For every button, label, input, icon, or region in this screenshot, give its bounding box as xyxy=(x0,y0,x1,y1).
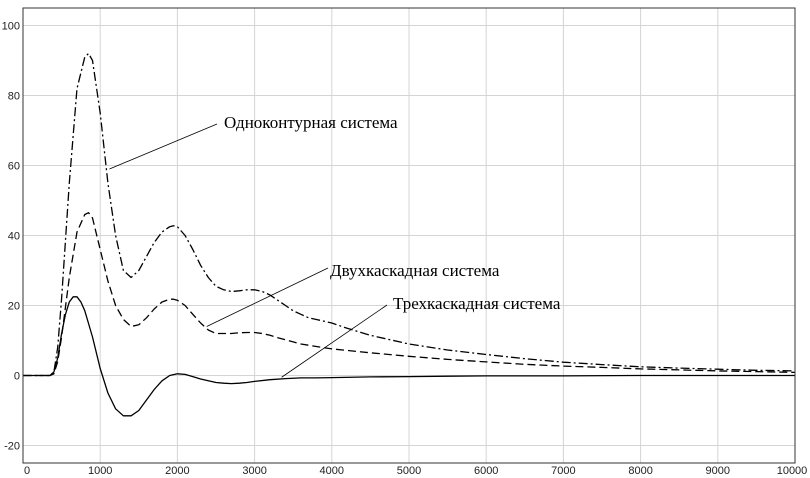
x-tick-label: 5000 xyxy=(397,465,421,477)
x-tick-label: 9000 xyxy=(706,465,730,477)
series-line-2 xyxy=(23,212,796,377)
annotation-label: Трехкаскадная система xyxy=(393,294,561,313)
grid-lines xyxy=(23,8,795,463)
annotation-leader-line xyxy=(281,304,388,378)
y-tick-label: 20 xyxy=(8,301,20,313)
plot-frame xyxy=(22,7,796,464)
y-tick-label: 60 xyxy=(8,161,20,173)
y-tick-label: -20 xyxy=(4,441,20,453)
series-lines xyxy=(23,52,796,417)
tick-labels: 0 1000 2000 3000 4000 5000 6000 7000 8000 9000 100… xyxy=(2,21,808,478)
annotation-leader-line xyxy=(109,123,218,170)
x-tick-label: 8000 xyxy=(628,465,652,477)
x-tick-label: 6000 xyxy=(474,465,498,477)
x-tick-label: 7000 xyxy=(551,465,575,477)
x-tick-label: 1000 xyxy=(88,465,112,477)
x-tick-label: 0 xyxy=(24,465,30,477)
x-tick-label: 3000 xyxy=(242,465,266,477)
series-line-1 xyxy=(23,52,796,377)
x-tick-label: 10000 xyxy=(777,465,808,477)
annotation-label: Двухкаскадная система xyxy=(330,261,500,280)
annotation-label: Одноконтурная система xyxy=(224,113,398,132)
x-tick-label: 2000 xyxy=(165,465,189,477)
y-tick-label: 100 xyxy=(2,21,20,33)
series-line-3 xyxy=(23,296,795,417)
y-tick-label: 40 xyxy=(8,231,20,243)
x-tick-label: 4000 xyxy=(320,465,344,477)
annotations: Одноконтурная система Двухкаскадная сист… xyxy=(109,113,561,378)
annotation-leader-line xyxy=(206,267,329,327)
y-tick-label: 0 xyxy=(14,371,20,383)
y-tick-label: 80 xyxy=(8,91,20,103)
